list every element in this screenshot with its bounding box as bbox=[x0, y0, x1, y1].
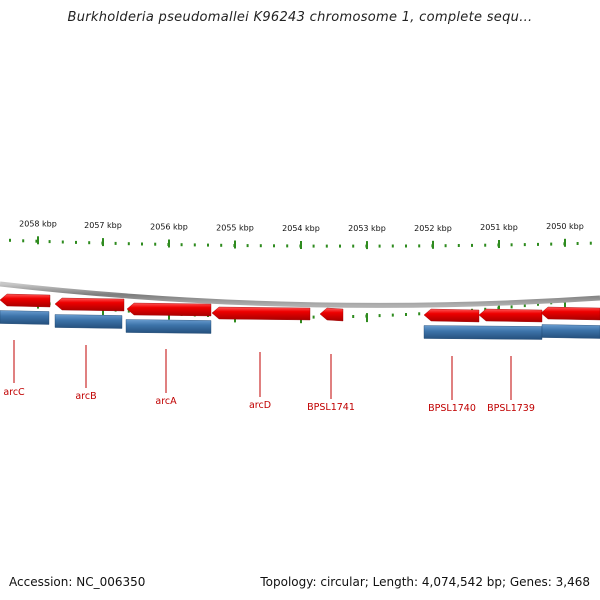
reverse-gene-bar[interactable] bbox=[0, 310, 50, 325]
ruler-minor-tick bbox=[88, 241, 91, 245]
ruler-minor-tick bbox=[589, 241, 592, 245]
ruler-major-tick bbox=[564, 238, 566, 247]
ruler-minor-tick bbox=[220, 243, 223, 247]
ruler-tick-label: 2050 kbp bbox=[546, 222, 584, 231]
ruler-minor-tick bbox=[576, 242, 579, 245]
ruler-tick-label: 2053 kbp bbox=[348, 224, 386, 233]
map-title: Burkholderia pseudomallei K96243 chromos… bbox=[67, 10, 533, 25]
ruler-minor-tick bbox=[484, 307, 487, 311]
reverse-gene-bar[interactable] bbox=[423, 325, 543, 340]
forward-gene-arrow[interactable] bbox=[211, 306, 311, 321]
reverse-gene-bar[interactable] bbox=[541, 324, 600, 339]
ruler-minor-tick bbox=[550, 242, 553, 246]
ruler-major-tick bbox=[564, 298, 566, 308]
ruler-minor-tick bbox=[127, 309, 130, 313]
ruler-minor-tick bbox=[510, 243, 513, 247]
ruler-minor-tick bbox=[312, 244, 315, 248]
ruler-major-tick bbox=[102, 238, 104, 247]
ruler-minor-tick bbox=[537, 242, 539, 246]
ruler-minor-tick bbox=[180, 243, 183, 247]
ruler-labels: 2058 kbp 2057 kbp 2056 kbp 2055 kbp 2054 kbp… bbox=[19, 219, 584, 233]
chromosome-backbone bbox=[0, 281, 600, 308]
ruler-major-tick bbox=[366, 241, 368, 250]
reverse-gene-bar[interactable] bbox=[125, 319, 212, 334]
ruler-minor-tick bbox=[418, 312, 421, 316]
ruler-minor-tick bbox=[405, 313, 407, 316]
ruler-major-tick bbox=[234, 240, 236, 249]
ruler-minor-tick bbox=[127, 242, 130, 246]
ruler-minor-tick bbox=[75, 240, 77, 244]
reverse-strand-features[interactable] bbox=[0, 310, 600, 340]
ruler-tick-label: 2056 kbp bbox=[150, 223, 188, 232]
ruler-minor-tick bbox=[35, 239, 38, 243]
ruler-major-tick bbox=[498, 240, 500, 248]
ruler-minor-tick bbox=[325, 244, 328, 248]
ruler-minor-tick bbox=[537, 302, 539, 306]
ruler-minor-tick bbox=[114, 241, 117, 245]
ruler-minor-tick bbox=[444, 244, 447, 248]
ruler-minor-tick bbox=[457, 244, 460, 247]
gene-label[interactable]: BPSL1741 bbox=[307, 402, 355, 413]
reverse-gene-bar[interactable] bbox=[54, 314, 123, 329]
ruler-minor-tick bbox=[312, 315, 315, 319]
ruler-minor-tick bbox=[523, 243, 526, 247]
gene-label[interactable]: arcA bbox=[155, 396, 177, 407]
ruler-major-tick bbox=[37, 236, 39, 245]
ruler-minor-tick bbox=[48, 240, 51, 244]
forward-strand-features[interactable] bbox=[0, 293, 600, 323]
forward-gene-arrow[interactable] bbox=[423, 308, 480, 323]
ruler-minor-tick bbox=[61, 240, 64, 244]
ruler-minor-tick bbox=[405, 244, 407, 248]
ruler-minor-tick bbox=[207, 243, 209, 247]
ruler-minor-tick bbox=[273, 244, 275, 248]
ruler-major-tick bbox=[432, 240, 434, 249]
ruler-minor-tick bbox=[9, 238, 11, 242]
ruler-minor-tick bbox=[378, 314, 381, 318]
ruler-minor-tick bbox=[259, 244, 262, 248]
ruler-minor-tick bbox=[22, 239, 25, 243]
forward-gene-arrow[interactable] bbox=[54, 297, 125, 312]
ruler-tick-label: 2054 kbp bbox=[282, 224, 320, 233]
ruler-tick-label: 2052 kbp bbox=[414, 224, 452, 233]
ruler-minor-tick bbox=[510, 305, 513, 309]
ruler-minor-tick bbox=[352, 315, 355, 318]
forward-gene-arrow[interactable] bbox=[126, 302, 212, 317]
ruler-minor-tick bbox=[484, 243, 487, 247]
gene-label[interactable]: arcC bbox=[3, 387, 25, 398]
ruler-minor-tick bbox=[246, 244, 249, 248]
ruler-minor-tick bbox=[471, 243, 473, 247]
ruler-tick-label: 2055 kbp bbox=[216, 224, 254, 233]
ruler-major-tick bbox=[300, 241, 302, 249]
gene-label[interactable]: arcB bbox=[75, 391, 96, 402]
ruler-minor-tick bbox=[391, 313, 394, 317]
ruler-major-tick bbox=[366, 313, 368, 323]
ruler-major-tick bbox=[168, 239, 170, 248]
forward-gene-arrow[interactable] bbox=[319, 307, 344, 322]
ruler-minor-tick bbox=[523, 304, 526, 308]
forward-gene-arrow[interactable] bbox=[540, 306, 600, 321]
ruler-minor-tick bbox=[352, 244, 355, 248]
forward-gene-arrow[interactable] bbox=[478, 308, 543, 323]
ruler-minor-tick bbox=[418, 244, 421, 248]
accession-text: Accession: NC_006350 bbox=[9, 575, 146, 589]
ruler-tick-label: 2057 kbp bbox=[84, 221, 122, 230]
ruler-minor-tick bbox=[193, 243, 196, 247]
gene-label[interactable]: BPSL1739 bbox=[487, 403, 535, 414]
gene-label[interactable]: BPSL1740 bbox=[428, 403, 476, 414]
ruler-minor-tick bbox=[339, 244, 341, 248]
ruler-minor-tick bbox=[378, 244, 381, 248]
gene-labels: arcC arcB arcA arcD BPSL1741 BPSL1740 BPSL1739 bbox=[3, 340, 535, 414]
ruler-tick-label: 2058 kbp bbox=[19, 219, 57, 228]
forward-gene-arrow[interactable] bbox=[0, 293, 51, 308]
ruler-minor-tick bbox=[286, 244, 289, 248]
ruler-minor-tick bbox=[391, 244, 394, 248]
gene-label[interactable]: arcD bbox=[249, 400, 271, 411]
ruler-minor-tick bbox=[154, 242, 157, 246]
ruler-minor-tick bbox=[141, 242, 143, 246]
ruler-tick-label: 2051 kbp bbox=[480, 223, 518, 232]
topology-summary: Topology: circular; Length: 4,074,542 bp… bbox=[260, 575, 590, 589]
